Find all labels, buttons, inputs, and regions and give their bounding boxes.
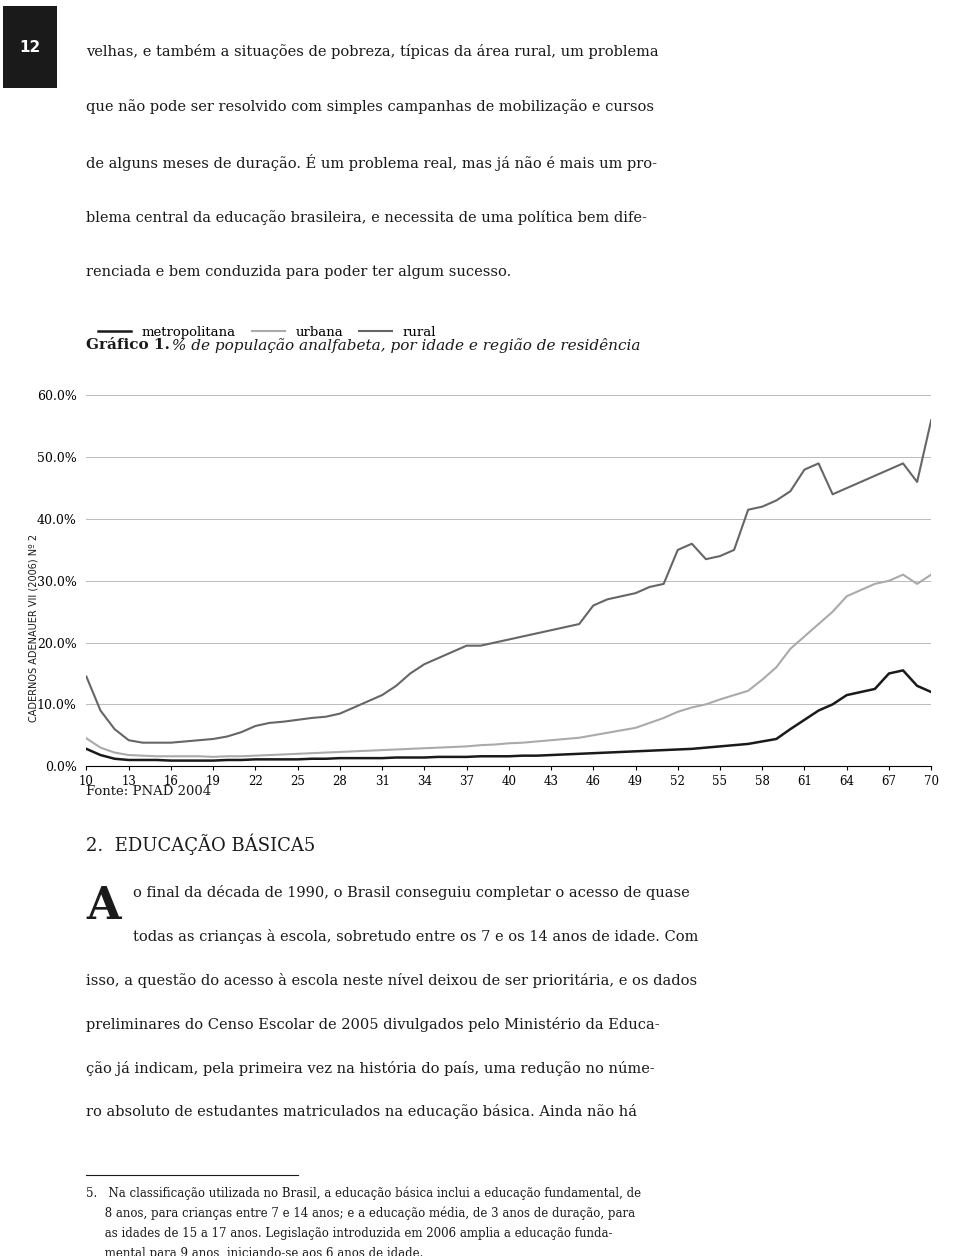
Text: Fonte: PNAD 2004: Fonte: PNAD 2004 (86, 785, 211, 798)
urbana (602, 725, 613, 740)
rural (391, 678, 402, 693)
rural (545, 623, 557, 638)
metropolitana (81, 741, 92, 756)
rural (264, 716, 276, 731)
metropolitana (165, 754, 177, 769)
rural (292, 712, 303, 727)
rural (827, 487, 838, 502)
Text: 12: 12 (19, 40, 41, 55)
Text: velhas, e também a situações de pobreza, típicas da área rural, um problema: velhas, e também a situações de pobreza,… (86, 44, 659, 59)
metropolitana (545, 747, 557, 762)
rural (81, 669, 92, 685)
urbana (81, 731, 92, 746)
Text: % de população analfabeta, por idade e região de residência: % de população analfabeta, por idade e r… (167, 338, 640, 353)
Text: CADERNOS ADENAUER VII (2006) Nº 2: CADERNOS ADENAUER VII (2006) Nº 2 (29, 534, 38, 722)
Text: todas as crianças à escola, sobretudo entre os 7 e os 14 anos de idade. Com: todas as crianças à escola, sobretudo en… (132, 929, 698, 945)
Text: 5.   Na classificação utilizada no Brasil, a educação básica inclui a educação f: 5. Na classificação utilizada no Brasil,… (86, 1186, 641, 1199)
Text: blema central da educação brasileira, e necessita de uma política bem dife-: blema central da educação brasileira, e … (86, 210, 647, 225)
Text: A: A (86, 885, 121, 928)
Text: renciada e bem conduzida para poder ter algum sucesso.: renciada e bem conduzida para poder ter … (86, 265, 512, 279)
metropolitana (925, 685, 937, 700)
Text: as idades de 15 a 17 anos. Legislação introduzida em 2006 amplia a educação fund: as idades de 15 a 17 anos. Legislação in… (86, 1227, 612, 1240)
urbana (264, 747, 276, 762)
Text: preliminares do Censo Escolar de 2005 divulgados pelo Ministério da Educa-: preliminares do Censo Escolar de 2005 di… (86, 1017, 660, 1032)
Text: o final da década de 1990, o Brasil conseguiu completar o acesso de quase: o final da década de 1990, o Brasil cons… (132, 885, 689, 901)
rural (925, 413, 937, 428)
metropolitana (292, 752, 303, 767)
metropolitana (264, 752, 276, 767)
urbana (545, 732, 557, 747)
FancyBboxPatch shape (4, 6, 58, 88)
Text: que não pode ser resolvido com simples campanhas de mobilização e cursos: que não pode ser resolvido com simples c… (86, 99, 655, 114)
Text: de alguns meses de duração. É um problema real, mas já não é mais um pro-: de alguns meses de duração. É um problem… (86, 154, 658, 172)
Line: metropolitana: metropolitana (86, 671, 931, 761)
Text: 2.  EDUCAÇÃO BÁSICA5: 2. EDUCAÇÃO BÁSICA5 (86, 834, 316, 855)
urbana (391, 742, 402, 757)
metropolitana (898, 663, 909, 678)
Line: urbana: urbana (86, 574, 931, 757)
urbana (925, 566, 937, 582)
rural (137, 735, 149, 750)
urbana (827, 604, 838, 619)
metropolitana (827, 697, 838, 712)
Text: isso, a questão do acesso à escola neste nível deixou de ser prioritária, e os d: isso, a questão do acesso à escola neste… (86, 973, 698, 988)
Text: 8 anos, para crianças entre 7 e 14 anos; e a educação média, de 3 anos de duraçã: 8 anos, para crianças entre 7 e 14 anos;… (86, 1207, 636, 1220)
urbana (292, 746, 303, 761)
urbana (207, 750, 219, 765)
metropolitana (602, 745, 613, 760)
Text: ção já indicam, pela primeira vez na história do país, uma redução no núme-: ção já indicam, pela primeira vez na his… (86, 1060, 655, 1075)
Text: ro absoluto de estudantes matriculados na educação básica. Ainda não há: ro absoluto de estudantes matriculados n… (86, 1104, 637, 1119)
metropolitana (391, 750, 402, 765)
urbana (898, 566, 909, 582)
rural (602, 592, 613, 607)
Line: rural: rural (86, 421, 931, 742)
Text: mental para 9 anos, iniciando-se aos 6 anos de idade.: mental para 9 anos, iniciando-se aos 6 a… (86, 1247, 423, 1256)
Legend: metropolitana, urbana, rural: metropolitana, urbana, rural (93, 320, 442, 344)
Text: Gráfico 1.: Gráfico 1. (86, 338, 170, 353)
